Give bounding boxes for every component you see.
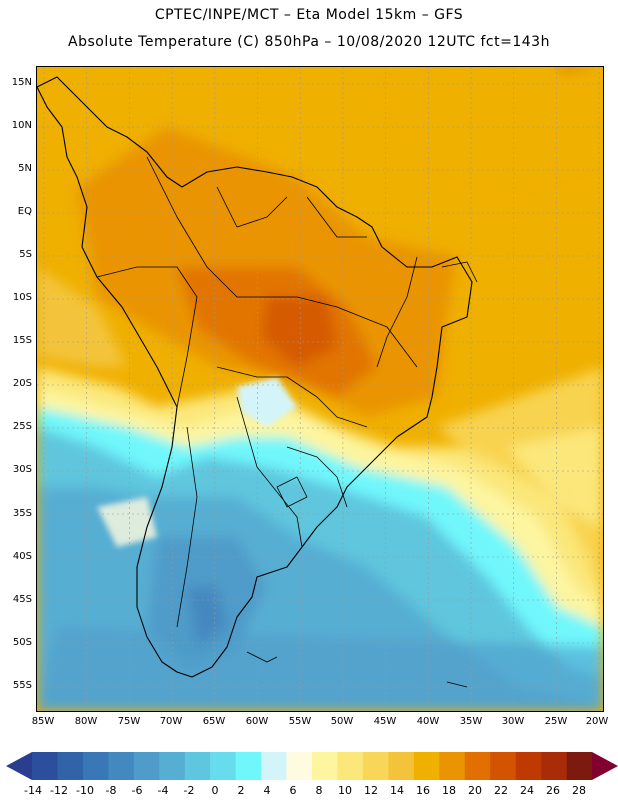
colorbar-label: -10: [76, 784, 94, 797]
colorbar-cell: [184, 752, 211, 780]
lat-label: 35S: [12, 508, 32, 519]
colorbar-label: 6: [289, 784, 297, 797]
colorbar-label: -12: [50, 784, 68, 797]
colorbar-cell: [541, 752, 567, 780]
lon-label: 85W: [31, 716, 55, 727]
lat-label: 45S: [12, 594, 32, 605]
colorbar-label: 10: [338, 784, 352, 797]
colorbar-cell: [413, 752, 440, 780]
lon-label: 50W: [330, 716, 354, 727]
lon-label: 40W: [416, 716, 440, 727]
lon-label: 60W: [245, 716, 269, 727]
lat-lon-grid: [37, 67, 603, 711]
lat-label: 50S: [12, 637, 32, 648]
lat-label: 5S: [19, 249, 32, 260]
colorbar-label: 20: [468, 784, 482, 797]
colorbar-cell: [515, 752, 542, 780]
colorbar-arrow-low: [6, 752, 32, 780]
colorbar-cell: [210, 752, 236, 780]
chart-subtitle: Absolute Temperature (C) 850hPa – 10/08/…: [68, 34, 550, 50]
lat-label: 40S: [12, 551, 32, 562]
colorbar-cell: [362, 752, 389, 780]
colorbar-label: -6: [131, 784, 143, 797]
lat-label: 5N: [18, 163, 32, 174]
colorbar-label: 4: [263, 784, 271, 797]
colorbar-cell: [337, 752, 364, 780]
colorbar-cell: [108, 752, 135, 780]
lon-label: 35W: [459, 716, 483, 727]
colorbar-cell: [566, 752, 593, 780]
lon-label: 75W: [117, 716, 141, 727]
colorbar-cell: [32, 752, 58, 780]
colorbar-label: 28: [572, 784, 586, 797]
colorbar-label: 16: [416, 784, 430, 797]
lon-label: 25W: [544, 716, 568, 727]
lon-label: 80W: [74, 716, 98, 727]
colorbar-cell: [261, 752, 287, 780]
colorbar-cell: [57, 752, 84, 780]
colorbar-cell: [490, 752, 516, 780]
colorbar-label: 12: [364, 784, 378, 797]
colorbar-cell: [82, 752, 109, 780]
temperature-field: [37, 67, 603, 711]
lat-label: 25S: [12, 421, 32, 432]
colorbar-cell: [464, 752, 491, 780]
lon-label: 30W: [501, 716, 525, 727]
colorbar-cells: [32, 752, 593, 780]
map-panel[interactable]: [36, 66, 604, 712]
colorbar-cell: [439, 752, 466, 780]
colorbar-arrow-high: [592, 752, 618, 780]
lat-label: 55S: [12, 680, 32, 691]
colorbar-label: 8: [315, 784, 323, 797]
colorbar-cell: [235, 752, 262, 780]
colorbar-label: 26: [546, 784, 560, 797]
lon-label: 70W: [159, 716, 183, 727]
colorbar-label: -8: [105, 784, 117, 797]
colorbar-cell: [286, 752, 313, 780]
coastline-outline: [37, 76, 478, 688]
lat-label: 10S: [12, 292, 32, 303]
colorbar-cell: [312, 752, 338, 780]
colorbar: [6, 752, 618, 780]
temperature-map[interactable]: [37, 67, 603, 711]
lon-label: 20W: [585, 716, 609, 727]
colorbar-label: 2: [237, 784, 245, 797]
lon-label: 55W: [288, 716, 312, 727]
colorbar-label: -2: [183, 784, 195, 797]
colorbar-label: -4: [157, 784, 169, 797]
lon-label: 65W: [202, 716, 226, 727]
lat-label: 10N: [11, 120, 32, 131]
lat-label: EQ: [17, 206, 32, 217]
colorbar-label: 18: [442, 784, 456, 797]
colorbar-cell: [388, 752, 415, 780]
lat-label: 15S: [12, 335, 32, 346]
chart-title: CPTEC/INPE/MCT – Eta Model 15km – GFS: [154, 7, 464, 23]
colorbar-label: 24: [520, 784, 534, 797]
colorbar-cell: [159, 752, 186, 780]
lat-label: 20S: [12, 378, 32, 389]
lat-label: 15N: [11, 77, 32, 88]
colorbar-label: 0: [211, 784, 219, 797]
colorbar-label: 22: [494, 784, 508, 797]
colorbar-label: 14: [390, 784, 404, 797]
lon-label: 45W: [373, 716, 397, 727]
colorbar-cell: [133, 752, 160, 780]
colorbar-label: -14: [24, 784, 42, 797]
lat-label: 30S: [12, 464, 32, 475]
